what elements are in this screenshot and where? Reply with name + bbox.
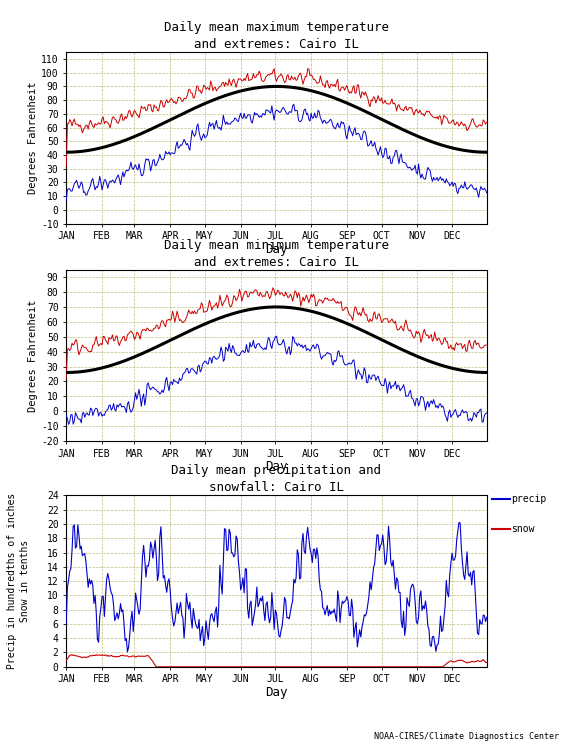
snow (153, 662, 160, 671)
precip (466, 572, 473, 581)
snow (233, 662, 240, 671)
precip (180, 613, 187, 622)
Text: precip: precip (511, 494, 547, 504)
precip (124, 647, 131, 656)
Y-axis label: Degrees Fahrenheit: Degrees Fahrenheit (28, 299, 38, 412)
snow (426, 662, 433, 671)
Line: precip: precip (66, 522, 487, 652)
Y-axis label: Degrees Fahrenheit: Degrees Fahrenheit (28, 81, 38, 194)
Line: snow: snow (66, 655, 487, 667)
snow (235, 662, 242, 671)
snow (69, 650, 75, 659)
precip (232, 551, 238, 559)
snow (466, 658, 473, 667)
X-axis label: Day: Day (265, 243, 288, 256)
snow (154, 662, 161, 671)
precip (153, 553, 160, 562)
precip (425, 621, 431, 630)
precip (63, 619, 70, 628)
Text: Precip in hundredths of inches
Snow in tenths: Precip in hundredths of inches Snow in t… (7, 493, 29, 669)
snow (483, 659, 490, 668)
snow (63, 656, 70, 665)
snow (181, 662, 188, 671)
X-axis label: Day: Day (265, 686, 288, 699)
Title: Daily mean precipitation and
snowfall: Cairo IL: Daily mean precipitation and snowfall: C… (172, 464, 381, 494)
Text: NOAA-CIRES/Climate Diagnostics Center: NOAA-CIRES/Climate Diagnostics Center (374, 732, 559, 741)
X-axis label: Day: Day (265, 460, 288, 473)
Title: Daily mean minimum temperature
and extremes: Cairo IL: Daily mean minimum temperature and extre… (164, 238, 389, 268)
precip (456, 518, 463, 527)
precip (483, 613, 490, 622)
precip (234, 535, 241, 544)
Text: snow: snow (511, 524, 535, 534)
Title: Daily mean maximum temperature
and extremes: Cairo IL: Daily mean maximum temperature and extre… (164, 21, 389, 51)
